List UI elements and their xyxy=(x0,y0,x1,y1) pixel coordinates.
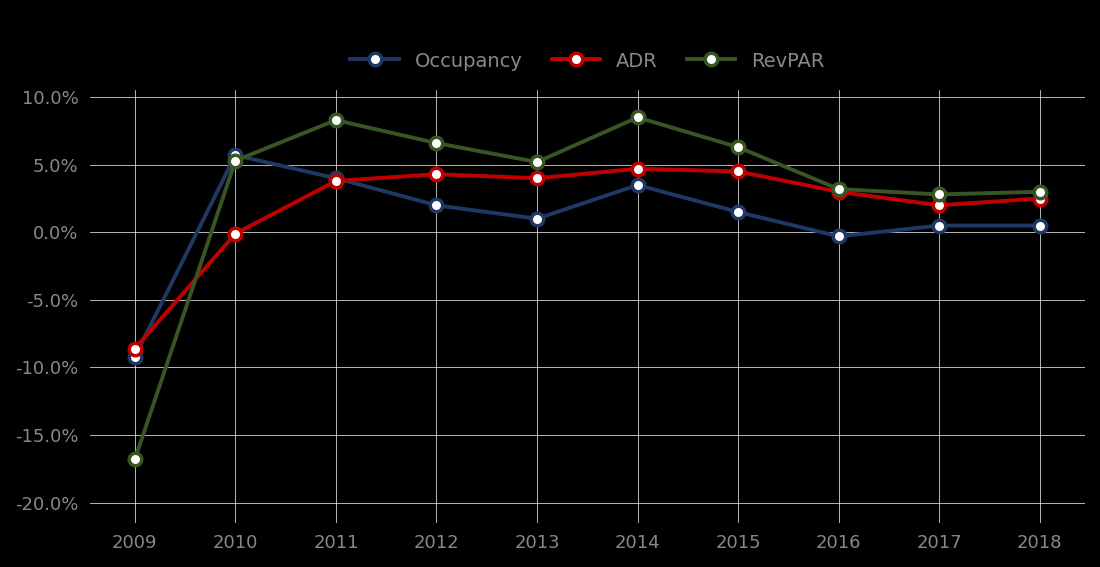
RevPAR xyxy=(631,114,645,121)
Occupancy xyxy=(732,209,745,215)
ADR xyxy=(530,175,543,181)
RevPAR xyxy=(430,139,443,146)
RevPAR xyxy=(229,157,242,164)
Occupancy xyxy=(530,215,543,222)
ADR xyxy=(229,230,242,237)
Line: Occupancy: Occupancy xyxy=(129,149,1046,363)
RevPAR xyxy=(933,191,946,198)
ADR xyxy=(631,166,645,172)
Occupancy xyxy=(933,222,946,229)
RevPAR xyxy=(329,117,342,124)
ADR xyxy=(129,345,142,352)
Occupancy xyxy=(1033,222,1046,229)
Occupancy xyxy=(329,175,342,181)
Occupancy xyxy=(129,353,142,360)
Line: ADR: ADR xyxy=(129,163,1046,355)
ADR xyxy=(933,202,946,209)
RevPAR xyxy=(530,159,543,166)
Occupancy xyxy=(631,181,645,188)
RevPAR xyxy=(1033,188,1046,195)
ADR xyxy=(1033,195,1046,202)
Occupancy xyxy=(430,202,443,209)
RevPAR xyxy=(732,144,745,151)
Occupancy xyxy=(832,233,845,240)
ADR xyxy=(832,188,845,195)
RevPAR xyxy=(832,185,845,192)
Line: RevPAR: RevPAR xyxy=(129,111,1046,466)
ADR xyxy=(329,177,342,184)
ADR xyxy=(732,168,745,175)
RevPAR xyxy=(129,456,142,463)
Legend: Occupancy, ADR, RevPAR: Occupancy, ADR, RevPAR xyxy=(342,44,832,79)
ADR xyxy=(430,171,443,177)
Occupancy xyxy=(229,152,242,159)
